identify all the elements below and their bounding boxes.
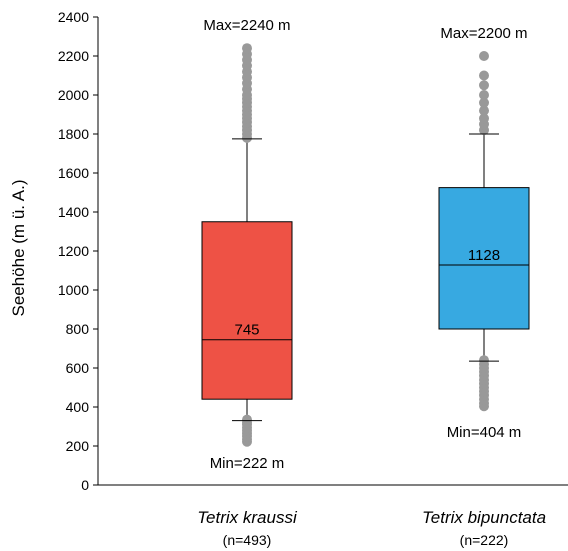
y-tick-label: 1800	[58, 126, 89, 142]
y-tick-label: 1400	[58, 204, 89, 220]
y-tick-label: 2000	[58, 87, 89, 103]
box-group: 1128 Max=2200 m Min=404 m Tetrix bipunctata…	[422, 25, 546, 548]
y-tick-label: 2400	[58, 9, 89, 25]
y-tick-label: 1000	[58, 282, 89, 298]
median-label: 1128	[468, 247, 500, 264]
max-label: Max=2200 m	[440, 25, 527, 42]
box-group: 745 Max=2240 m Min=222 m Tetrix kraussi (n=4…	[197, 17, 298, 548]
outlier-point	[479, 51, 489, 61]
outlier-point	[242, 414, 252, 425]
y-tick-label: 1600	[58, 165, 89, 181]
outlier-point	[479, 70, 489, 81]
x-category-label: Tetrix bipunctata	[422, 508, 546, 527]
box	[438, 187, 530, 330]
min-label: Min=222 m	[210, 455, 285, 472]
box	[201, 221, 293, 400]
y-axis-title: Seehöhe (m ü. A.)	[9, 179, 28, 316]
median-label: 745	[234, 322, 259, 339]
min-label: Min=404 m	[447, 424, 522, 441]
outlier-point	[479, 90, 489, 100]
x-category-label: Tetrix kraussi	[197, 508, 298, 527]
y-tick-label: 400	[66, 399, 90, 415]
outlier-point	[479, 80, 489, 91]
sample-size-label: (n=493)	[223, 532, 272, 548]
outlier-point	[479, 355, 489, 366]
boxes: 745 Max=2240 m Min=222 m Tetrix kraussi (n=4…	[197, 17, 546, 548]
y-tick-label: 200	[66, 438, 90, 454]
outlier-point	[479, 113, 489, 124]
max-label: Max=2240 m	[203, 17, 290, 34]
y-tick-label: 1200	[58, 243, 89, 259]
y-tick-label: 600	[66, 360, 90, 376]
y-tick-label: 800	[66, 321, 90, 337]
sample-size-label: (n=222)	[460, 532, 509, 548]
outlier-point	[479, 105, 489, 116]
outlier-point	[242, 43, 252, 54]
y-tick-label: 0	[81, 477, 89, 493]
y-axis: 0 200 400 600 800 1000 1200 1400 1600 1800 2000 220…	[58, 9, 99, 493]
outlier-point	[479, 97, 489, 108]
y-tick-label: 2200	[58, 48, 89, 64]
